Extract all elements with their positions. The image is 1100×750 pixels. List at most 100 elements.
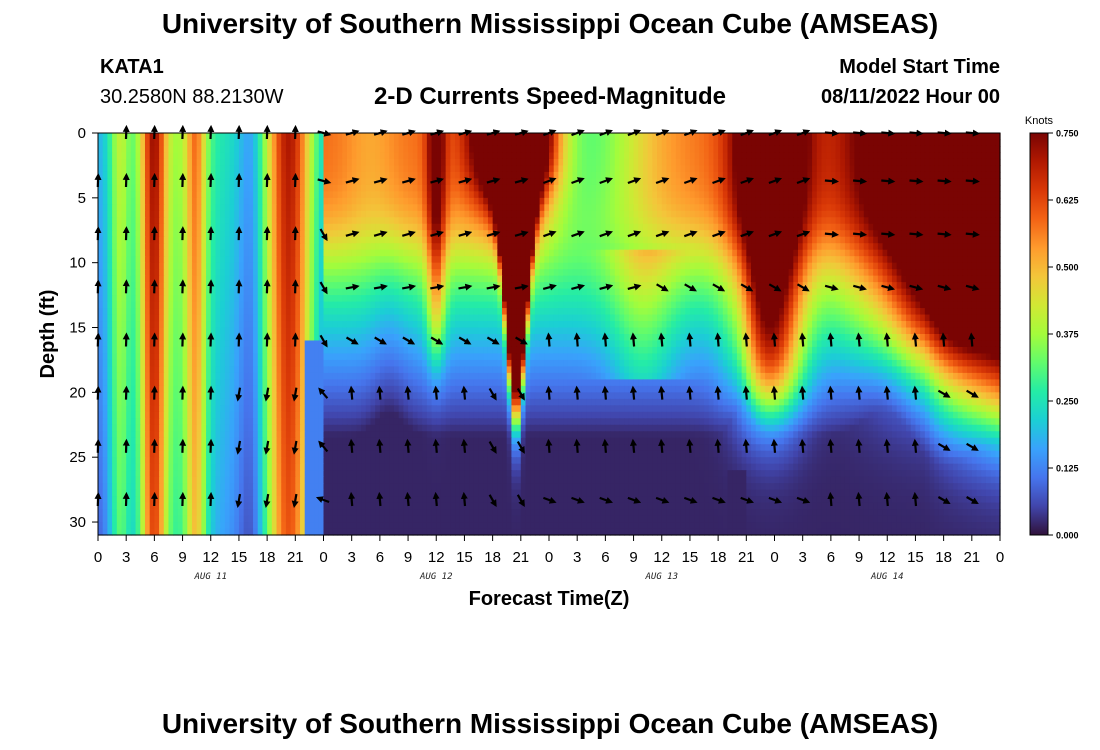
heat-cell: [948, 210, 954, 218]
heat-cell: [689, 256, 696, 264]
heat-cell: [553, 152, 559, 160]
heat-cell: [882, 165, 888, 173]
heat-cell: [445, 223, 451, 231]
heat-cell: [976, 197, 982, 205]
heat-cell: [431, 249, 437, 257]
heat-cell: [361, 165, 367, 173]
heat-cell: [746, 139, 752, 147]
heat-cell: [267, 139, 273, 147]
heat-cell: [502, 158, 508, 167]
heat-cell: [502, 295, 508, 303]
heat-cell: [746, 184, 752, 192]
heat-cell: [159, 243, 165, 251]
heat-cell: [967, 152, 973, 160]
heat-cell: [163, 217, 170, 225]
heat-cell: [534, 178, 541, 186]
heat-cell: [863, 223, 870, 231]
heat-cell: [445, 269, 451, 277]
heat-cell: [567, 204, 574, 212]
heat-cell: [253, 217, 259, 225]
heat-cell: [393, 288, 400, 296]
heat-cell: [802, 236, 808, 244]
heat-cell: [685, 158, 691, 167]
heat-cell: [755, 152, 762, 160]
heat-cell: [210, 243, 217, 251]
heat-cell: [891, 223, 898, 231]
heat-cell: [342, 145, 348, 154]
heat-cell: [300, 197, 306, 205]
heat-cell: [788, 223, 794, 231]
heat-cell: [276, 282, 282, 290]
heat-cell: [835, 288, 841, 296]
heat-cell: [422, 295, 428, 303]
heat-cell: [957, 171, 964, 179]
heat-cell: [765, 262, 771, 270]
heat-cell: [563, 249, 569, 257]
heat-cell: [704, 178, 710, 186]
heat-cell: [868, 158, 874, 167]
heat-cell: [276, 243, 282, 251]
heat-cell: [206, 210, 212, 218]
heat-cell: [563, 165, 569, 173]
heat-cell: [398, 210, 404, 218]
heat-cell: [445, 178, 451, 186]
heat-cell: [238, 139, 245, 147]
heat-cell: [309, 236, 315, 244]
heat-cell: [144, 139, 151, 147]
heat-cell: [755, 236, 762, 244]
heat-cell: [661, 152, 668, 160]
heat-cell: [638, 210, 644, 218]
heat-cell: [873, 184, 879, 192]
heat-cell: [657, 275, 663, 283]
heat-cell: [633, 249, 639, 257]
heat-cell: [877, 191, 884, 199]
heat-cell: [206, 236, 212, 244]
heat-cell: [525, 165, 531, 173]
heat-cell: [614, 165, 621, 173]
heat-cell: [445, 139, 451, 147]
heat-cell: [426, 133, 433, 141]
heat-cell: [389, 165, 395, 173]
heat-cell: [285, 133, 292, 141]
heat-cell: [206, 145, 212, 154]
heat-cell: [859, 217, 865, 225]
heat-cell: [732, 262, 738, 270]
heat-cell: [516, 249, 522, 257]
heat-cell: [478, 152, 484, 160]
heat-cell: [412, 204, 419, 212]
heat-cell: [736, 249, 743, 257]
heat-cell: [666, 165, 672, 173]
heat-cell: [943, 288, 949, 296]
heat-cell: [342, 230, 348, 238]
heat-cell: [191, 158, 198, 167]
heat-cell: [154, 191, 160, 199]
heat-cell: [962, 256, 968, 264]
heat-cell: [412, 210, 419, 218]
heat-cell: [229, 210, 235, 218]
heat-cell: [549, 243, 555, 251]
heat-cell: [163, 184, 170, 192]
heat-cell: [422, 249, 428, 257]
heat-cell: [859, 191, 865, 199]
heat-cell: [412, 152, 419, 160]
heat-cell: [647, 217, 653, 225]
heat-cell: [642, 158, 649, 167]
heat-cell: [816, 269, 823, 277]
heat-cell: [788, 210, 794, 218]
heat-cell: [262, 139, 268, 147]
heat-cell: [365, 197, 372, 205]
heat-cell: [149, 288, 155, 296]
heat-cell: [487, 197, 494, 205]
heat-cell: [417, 171, 423, 179]
heat-cell: [990, 217, 996, 225]
heat-cell: [816, 165, 823, 173]
heat-cell: [873, 152, 879, 160]
heat-cell: [938, 249, 945, 257]
heat-cell: [910, 217, 917, 225]
heat-cell: [732, 158, 738, 167]
heat-cell: [732, 152, 738, 160]
heat-cell: [929, 171, 935, 179]
heat-cell: [130, 275, 137, 283]
heat-cell: [163, 165, 170, 173]
heat-cell: [253, 295, 259, 303]
